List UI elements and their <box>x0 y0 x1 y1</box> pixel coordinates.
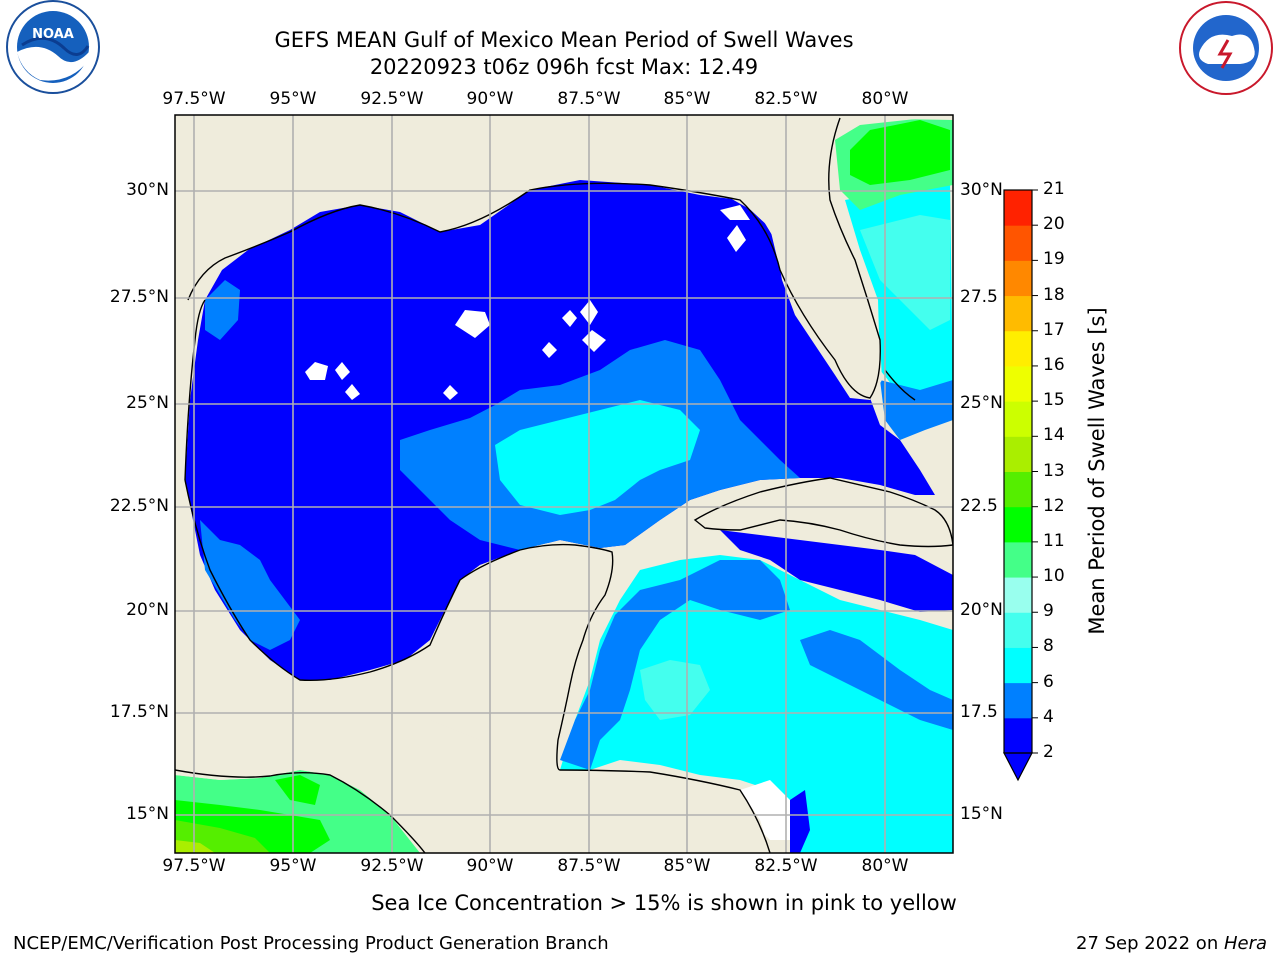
lat-label-right: 20°N <box>960 600 1003 620</box>
lon-label-top: 80°W <box>861 89 909 109</box>
map-content <box>175 115 953 853</box>
colorbar-segment <box>1004 717 1032 754</box>
colorbar-tick-label: 11 <box>1043 530 1065 551</box>
lon-label-top: 82.5°W <box>754 89 818 109</box>
lon-label-bottom: 90°W <box>466 856 514 876</box>
lon-label-top: 90°W <box>466 89 514 109</box>
gulf-swell-6-8s <box>495 400 700 515</box>
colorbar-segment <box>1004 190 1032 226</box>
colorbar-tick-label: 18 <box>1043 284 1065 305</box>
graticule <box>175 115 953 853</box>
lat-label-right: 15°N <box>960 804 1003 824</box>
colorbar-segment <box>1004 401 1032 437</box>
colorbar-tick-label: 2 <box>1043 742 1054 762</box>
cuba-land <box>695 478 953 545</box>
colorbar-label: Mean Period of Swell Waves [s] <box>1085 307 1109 635</box>
caribbean-swell <box>560 555 953 853</box>
lon-label-bottom: 87.5°W <box>557 856 621 876</box>
nws-logo <box>1179 1 1273 95</box>
colorbar-segment <box>1004 471 1032 508</box>
colorbar-tick-label: 16 <box>1043 354 1065 375</box>
colorbar-segment <box>1004 682 1032 719</box>
colorbar-tick-label: 4 <box>1043 706 1054 727</box>
footer-credit: NCEP/EMC/Verification Post Processing Pr… <box>13 933 609 954</box>
lat-label-left: 22.5°N <box>109 496 169 516</box>
lat-label-left: 20°N <box>126 600 169 620</box>
colorbar-tick-label: 21 <box>1043 179 1065 199</box>
lat-label-right: 27.5 <box>960 287 998 307</box>
colorbar-segment <box>1004 506 1032 543</box>
lon-label-top: 95°W <box>269 89 317 109</box>
lat-label-right: 17.5 <box>960 702 998 722</box>
sea-ice-caption: Sea Ice Concentration > 15% is shown in … <box>371 891 957 915</box>
lon-label-top: 92.5°W <box>360 89 424 109</box>
lat-label-left: 27.5°N <box>109 287 169 307</box>
colorbar-tick-label: 8 <box>1043 636 1054 657</box>
lat-label-right: 22.5 <box>960 496 998 516</box>
colorbar-segment <box>1004 577 1032 613</box>
colorbar-tick-label: 15 <box>1043 390 1065 411</box>
colorbar-tick-label: 19 <box>1043 249 1065 270</box>
colorbar-tick-label: 20 <box>1043 214 1065 235</box>
colorbar-tick-label: 14 <box>1043 425 1065 446</box>
colorbar-tick-label: 9 <box>1043 601 1054 622</box>
footer-machine: Hera <box>1223 933 1267 954</box>
lon-label-top: 97.5°W <box>162 89 226 109</box>
colorbar-segment <box>1004 295 1032 332</box>
lon-label-top: 87.5°W <box>557 89 621 109</box>
lat-label-right: 30°N <box>960 180 1003 200</box>
lon-label-bottom: 80°W <box>861 856 909 876</box>
colorbar-segment <box>1004 541 1032 578</box>
lat-label-left: 30°N <box>126 180 169 200</box>
lon-label-bottom: 95°W <box>269 856 317 876</box>
colorbar-tick-label: 17 <box>1043 319 1065 340</box>
lat-label-right: 25°N <box>960 393 1003 413</box>
colorbar-segment <box>1004 436 1032 472</box>
colorbar-tick-label: 6 <box>1043 671 1054 692</box>
colorbar <box>1003 189 1038 782</box>
lon-label-bottom: 92.5°W <box>360 856 424 876</box>
lat-label-left: 17.5°N <box>109 702 169 722</box>
colorbar-tick-label: 13 <box>1043 460 1065 481</box>
colorbar-tick-label: 12 <box>1043 495 1065 516</box>
colorbar-extend-arrow <box>1003 752 1033 782</box>
lon-label-bottom: 82.5°W <box>754 856 818 876</box>
map-subtitle: 20220923 t06z 096h fcst Max: 12.49 <box>369 55 759 79</box>
footer-date: 27 Sep 2022 on Hera <box>1076 933 1267 954</box>
lat-label-left: 25°N <box>126 393 169 413</box>
colorbar-segment <box>1004 330 1032 367</box>
lon-label-bottom: 97.5°W <box>162 856 226 876</box>
noaa-logo: NOAA <box>6 0 100 94</box>
map-frame <box>174 114 954 854</box>
colorbar-tick-label: 10 <box>1043 566 1065 587</box>
colorbar-segment <box>1004 612 1032 648</box>
colorbar-segment <box>1004 260 1032 297</box>
colorbar-segment <box>1004 647 1032 684</box>
yucatan-land <box>175 543 615 853</box>
lon-label-top: 85°W <box>663 89 711 109</box>
lon-label-bottom: 85°W <box>663 856 711 876</box>
noaa-wordmark: NOAA <box>32 27 74 42</box>
colorbar-segment <box>1004 225 1032 261</box>
colorbar-segment <box>1004 365 1032 402</box>
lat-label-left: 15°N <box>126 804 169 824</box>
map-title: GEFS MEAN Gulf of Mexico Mean Period of … <box>274 28 854 52</box>
footer-date-text: 27 Sep 2022 on <box>1076 933 1224 954</box>
